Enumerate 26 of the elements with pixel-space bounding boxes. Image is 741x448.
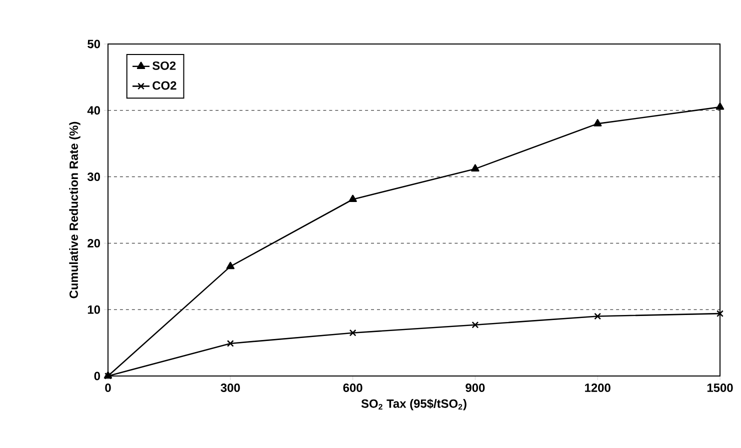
y-tick-label: 20 (88, 238, 100, 248)
point (348, 194, 357, 202)
y-tick-label: 0 (94, 372, 100, 380)
point (471, 164, 480, 172)
y-tick-label: 40 (87, 106, 100, 115)
y-tick-label: 30 (87, 172, 100, 182)
point (472, 321, 479, 328)
legend-label: SO2 (152, 61, 176, 70)
point (594, 312, 602, 320)
y-axis-title: Cumulative Reduction Rate (%) (69, 122, 80, 298)
point (226, 262, 235, 270)
point (593, 119, 602, 126)
y-tick-label: 10 (88, 305, 100, 314)
point (716, 102, 724, 110)
x-tick-label: 300 (220, 384, 240, 392)
point (349, 329, 356, 336)
x-axis-title: SO$_{2}$ Tax (95$/tSO$_{2}$) (361, 398, 466, 410)
y-tick-label: 50 (88, 40, 100, 48)
x-tick-label: 0 (105, 384, 111, 392)
point (226, 340, 234, 347)
x-tick-label: 1200 (585, 384, 610, 392)
x-tick-label: 600 (343, 384, 362, 392)
point (716, 310, 724, 318)
x-tick-label: 1500 (707, 384, 733, 392)
x-tick-label: 900 (466, 384, 485, 392)
legend-label: CO2 (152, 81, 176, 90)
